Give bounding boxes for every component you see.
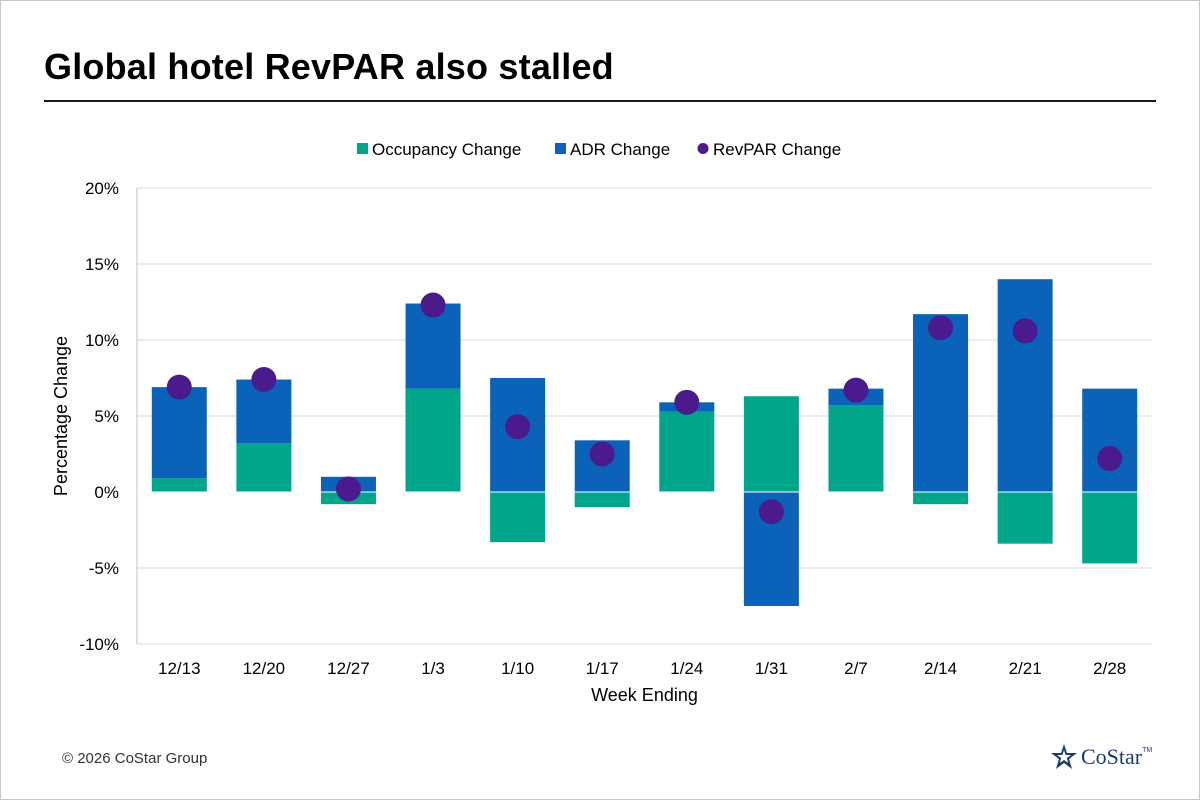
y-axis-title: Percentage Change: [51, 336, 71, 496]
legend-adr-label: ADR Change: [570, 140, 670, 159]
y-tick-label: 20%: [85, 179, 119, 198]
logo-text: CoStar: [1081, 744, 1143, 769]
x-tick-label: 1/31: [755, 659, 788, 678]
occupancy-bar: [236, 443, 292, 492]
legend-adr-marker: [555, 143, 566, 154]
legend-adr: ADR Change: [555, 140, 670, 159]
occupancy-bar: [490, 492, 546, 543]
x-tick-label: 1/3: [421, 659, 445, 678]
revpar-dot: [420, 292, 446, 318]
legend-revpar-marker: [697, 143, 709, 154]
y-tick-label: 10%: [85, 331, 119, 350]
legend-revpar-label: RevPAR Change: [713, 140, 841, 159]
x-tick-label: 2/28: [1093, 659, 1126, 678]
occupancy-bar: [1082, 492, 1138, 564]
x-tick-label: 1/10: [501, 659, 534, 678]
title-divider: [44, 100, 1156, 102]
occupancy-bar: [574, 492, 630, 508]
adr-bar: [405, 303, 461, 389]
x-tick-label: 12/20: [243, 659, 286, 678]
revpar-dot: [1012, 318, 1038, 344]
revpar-dot: [166, 374, 192, 400]
revpar-dot: [589, 441, 615, 467]
copyright-text: © 2026 CoStar Group: [62, 750, 208, 767]
y-tick-label: 0%: [94, 483, 119, 502]
x-tick-label: 1/17: [586, 659, 619, 678]
costar-star-icon: [1051, 744, 1077, 769]
revpar-dot: [928, 315, 954, 341]
adr-bar: [1082, 388, 1138, 492]
logo-trademark: TM: [1142, 747, 1153, 754]
costar-logo: CoStar TM: [1050, 743, 1152, 771]
x-axis-title: Week Ending: [591, 685, 698, 705]
y-tick-label: 5%: [94, 407, 119, 426]
legend-occupancy-label: Occupancy Change: [372, 140, 521, 159]
occupancy-bar: [405, 388, 461, 492]
x-tick-label: 2/7: [844, 659, 868, 678]
occupancy-bar: [913, 492, 969, 505]
adr-bar: [913, 314, 969, 492]
occupancy-bar: [743, 396, 799, 492]
revpar-dot: [505, 414, 531, 440]
occupancy-bar: [151, 478, 207, 492]
y-tick-label: -5%: [89, 559, 119, 578]
legend-occupancy-marker: [357, 143, 368, 154]
revpar-dot: [335, 476, 361, 502]
y-tick-label: 15%: [85, 255, 119, 274]
revpar-dot: [843, 377, 869, 403]
occupancy-bar: [659, 411, 715, 492]
x-tick-label: 2/21: [1009, 659, 1042, 678]
adr-bar: [997, 279, 1053, 492]
x-tick-label: 12/27: [327, 659, 370, 678]
legend-revpar: RevPAR Change: [697, 140, 841, 159]
y-tick-label: -10%: [79, 635, 119, 654]
chart-title: Global hotel RevPAR also stalled: [44, 46, 614, 87]
occupancy-bar: [997, 492, 1053, 544]
x-tick-label: 12/13: [158, 659, 201, 678]
revpar-dot: [1097, 446, 1123, 472]
revpar-dot: [251, 367, 277, 393]
revpar-dot: [674, 389, 700, 415]
occupancy-bar: [828, 405, 884, 492]
revpar-dot: [758, 499, 784, 525]
legend-occupancy: Occupancy Change: [357, 140, 521, 159]
x-tick-label: 1/24: [670, 659, 703, 678]
x-tick-label: 2/14: [924, 659, 957, 678]
adr-bar: [151, 387, 207, 479]
